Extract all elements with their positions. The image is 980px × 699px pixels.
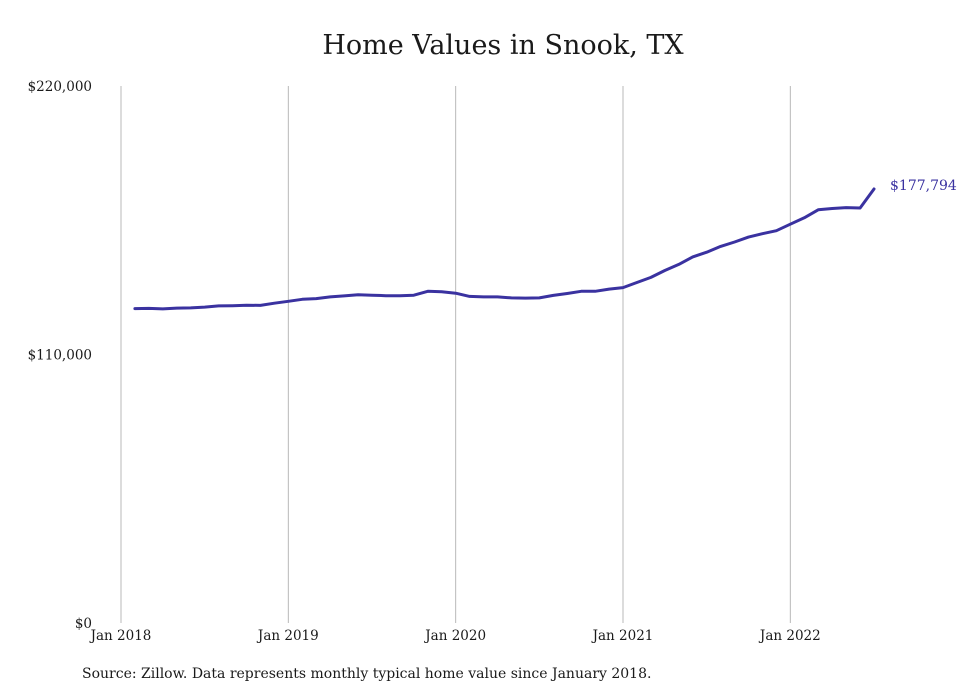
y-tick-label: $220,000 [28,79,92,95]
axis-labels: Jan 2018 Jan 2019 Jan 2020 Jan 2021 Jan 2022… [28,79,821,644]
x-tick-label: Jan 2020 [423,628,486,644]
x-tick-label: Jan 2018 [89,628,152,644]
source-note: Source: Zillow. Data represents monthly … [82,666,652,682]
y-tick-label: $110,000 [28,348,92,364]
x-tick-label: Jan 2021 [591,628,654,644]
chart-title: Home Values in Snook, TX [322,30,684,61]
series-line [133,187,876,311]
gridlines [120,86,791,623]
series-layer: $177,794 [133,178,957,311]
end-value-label: $177,794 [890,178,957,194]
y-tick-label: $0 [75,616,92,632]
x-tick-label: Jan 2019 [256,628,319,644]
x-tick-label: Jan 2022 [758,628,821,644]
